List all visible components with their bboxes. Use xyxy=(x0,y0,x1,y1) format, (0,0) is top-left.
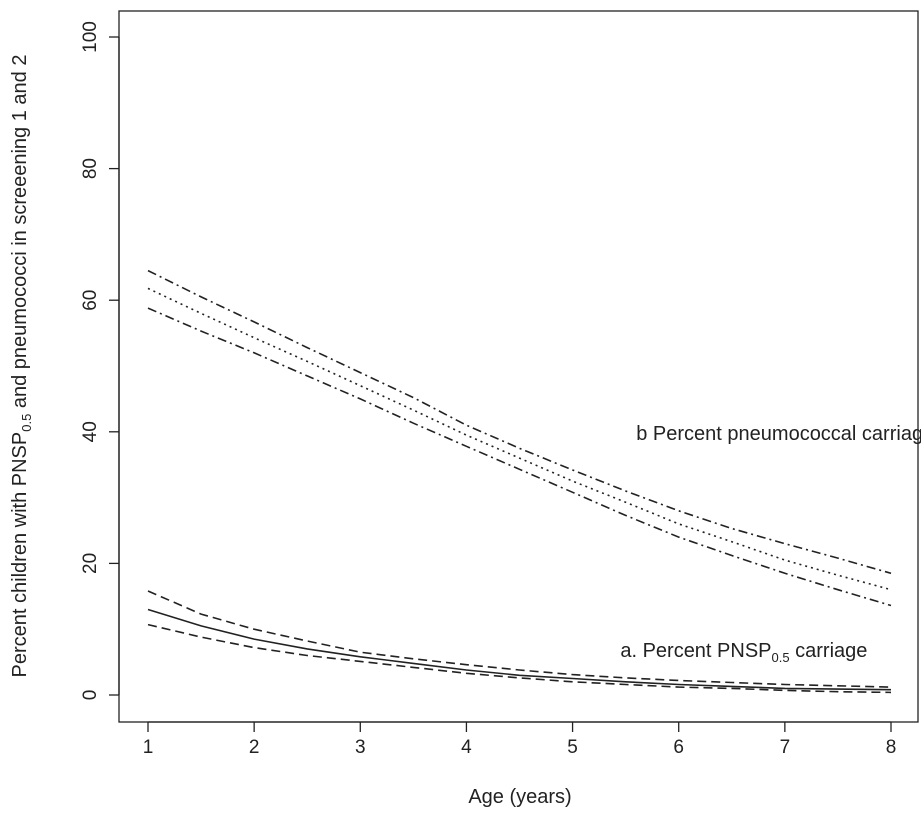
y-tick-label: 0 xyxy=(80,690,101,701)
y-tick-label: 20 xyxy=(80,553,101,574)
annotation-pnsp-carriage: a. Percent PNSP0.5 carriage xyxy=(620,640,867,665)
x-tick-label: 8 xyxy=(886,737,897,758)
y-tick-label: 40 xyxy=(80,421,101,442)
x-tick-label: 5 xyxy=(567,737,578,758)
series-b-dashdot-line-3 xyxy=(147,307,892,607)
y-axis-title: Percent children with PNSP0.5 and pneumo… xyxy=(9,55,34,678)
x-tick-label: 1 xyxy=(143,737,154,758)
x-axis-title: Age (years) xyxy=(468,786,571,808)
series-b-dashdot-line-2 xyxy=(147,269,892,575)
series-b-dotted-line-1 xyxy=(147,287,892,591)
y-tick-label: 100 xyxy=(80,21,101,53)
series-layer xyxy=(147,269,892,694)
y-tick-label: 80 xyxy=(80,158,101,179)
x-tick-label: 4 xyxy=(461,737,472,758)
series-a-dashed-line-5 xyxy=(147,590,892,688)
x-tick-label: 7 xyxy=(780,737,791,758)
y-axis: 0 20 40 60 80 100 xyxy=(80,21,120,701)
x-tick-label: 3 xyxy=(355,737,366,758)
annotation-pneumococcal-carriage: b Percent pneumococcal carriage xyxy=(636,423,921,445)
x-tick-label: 6 xyxy=(673,737,684,758)
x-tick-label: 2 xyxy=(249,737,260,758)
series-a-dashed-line-6 xyxy=(147,623,892,694)
plot-frame xyxy=(118,10,919,723)
series-a-solid-line-4 xyxy=(147,608,892,691)
y-tick-label: 60 xyxy=(80,290,101,311)
x-axis: 1 2 3 4 5 6 7 8 xyxy=(143,721,897,758)
